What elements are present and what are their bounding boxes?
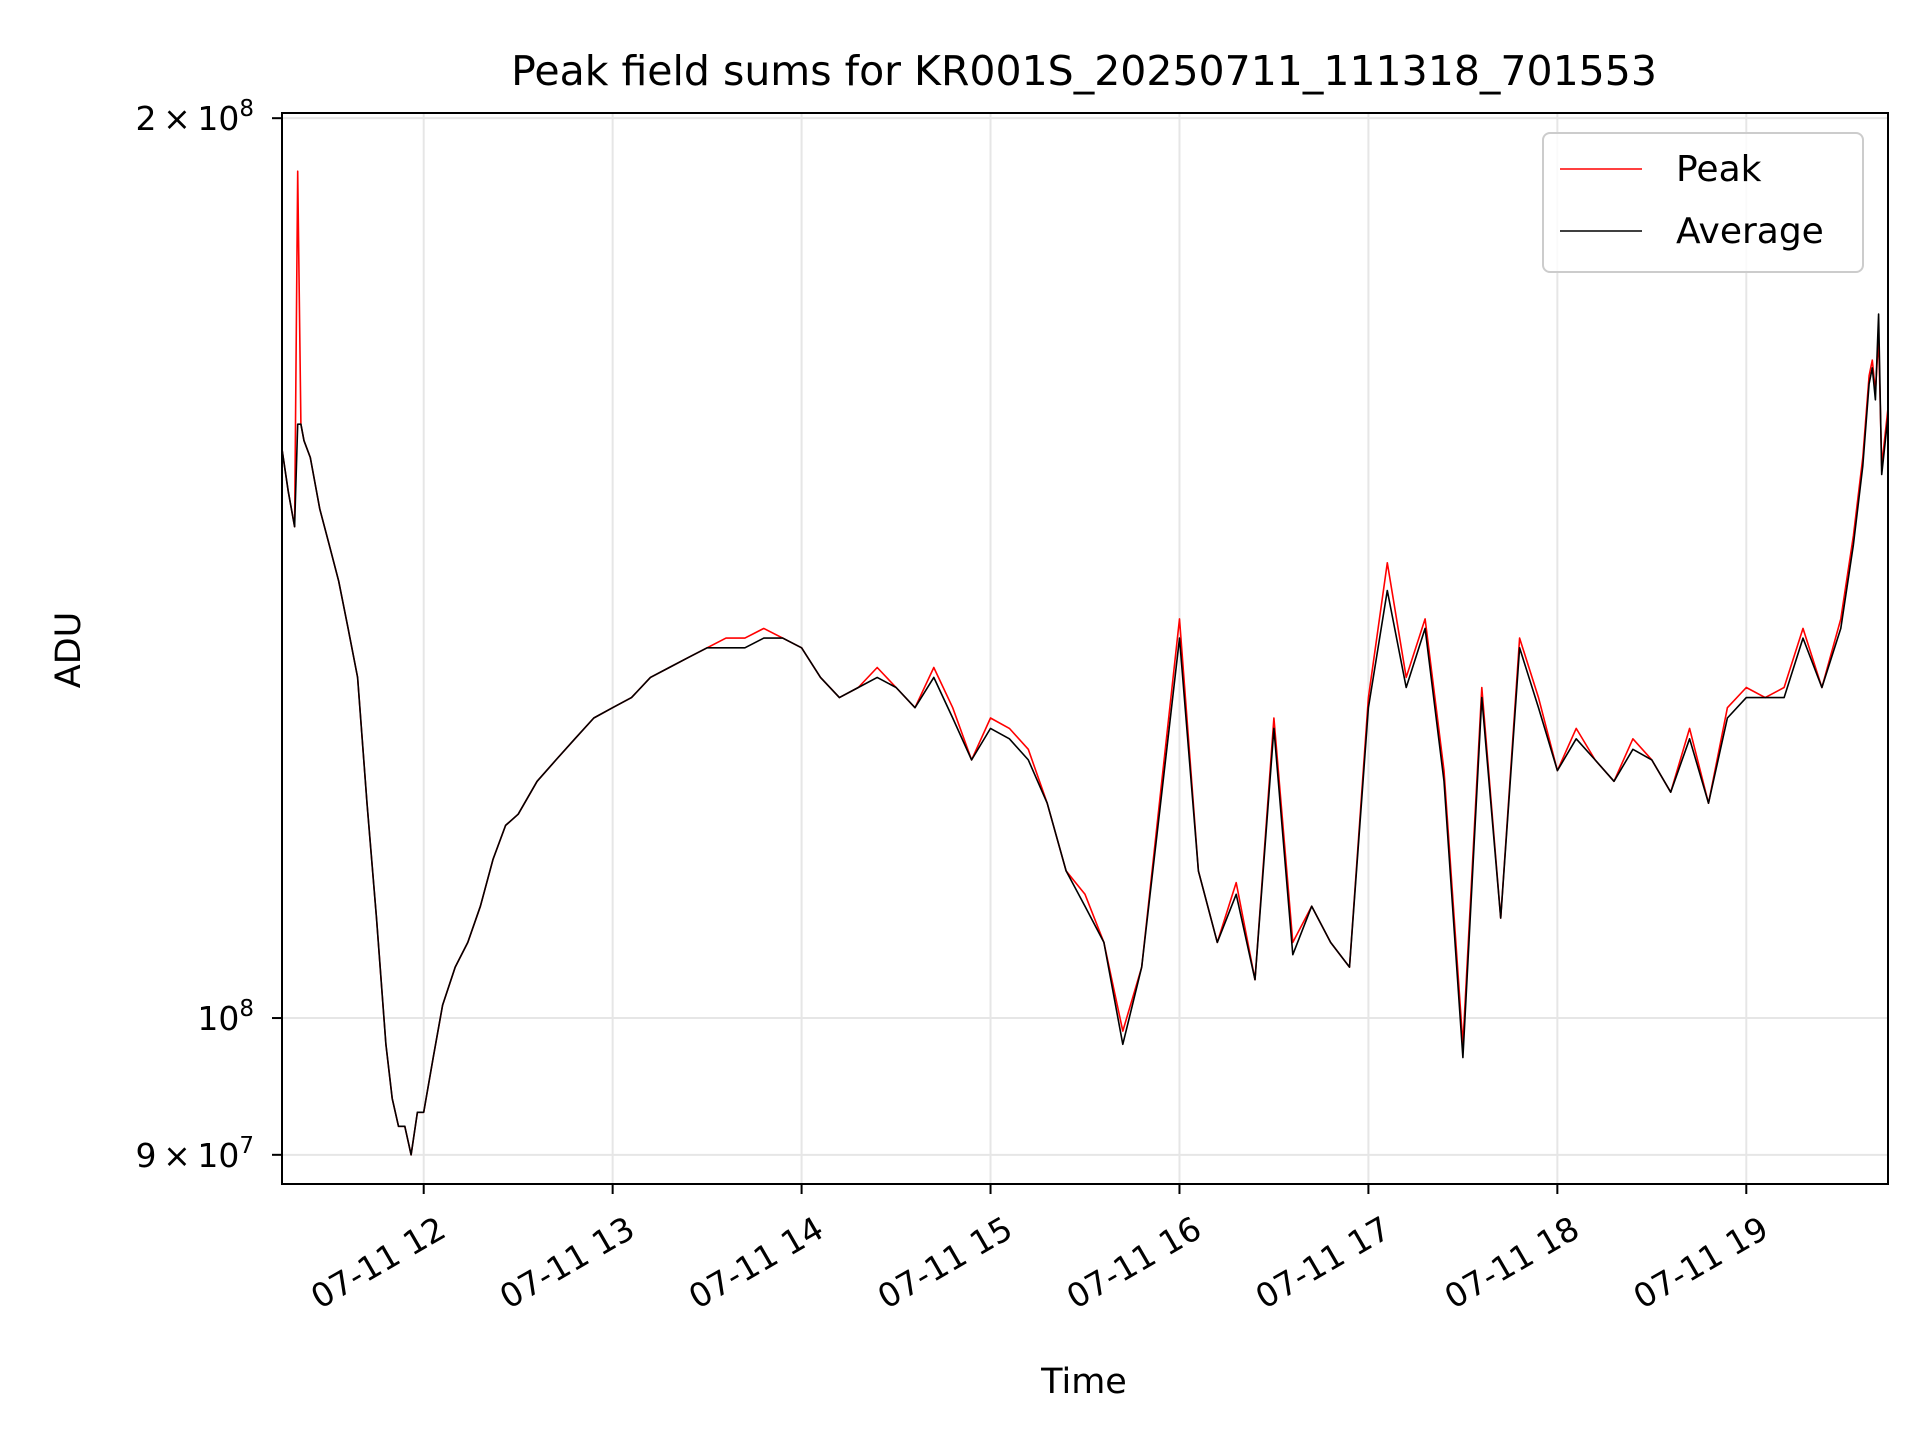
legend-average-label: Average (1676, 211, 1824, 252)
y-tick-exponent: 7 (239, 1133, 254, 1159)
legend: Peak Average (1542, 132, 1864, 273)
y-tick-base: 10 (197, 999, 239, 1038)
y-tick-base: 9 × 10 (136, 1136, 240, 1175)
y-tick-label: 9 × 107 (136, 1133, 254, 1175)
y-tick-exponent: 8 (239, 96, 254, 122)
y-tick-label: 108 (197, 996, 254, 1038)
x-axis-title: Time (1040, 1362, 1127, 1402)
plot-series (281, 170, 1889, 1156)
legend-box (1542, 132, 1864, 273)
plot-frame (281, 112, 1889, 1185)
y-tick-label: 2 × 108 (136, 96, 254, 138)
y-axis-title: ADU (49, 612, 89, 689)
y-tick-exponent: 8 (239, 996, 254, 1022)
chart-title: Peak field sums for KR001S_20250711_1113… (511, 47, 1657, 95)
y-tick-base: 2 × 10 (136, 99, 240, 138)
average-series-line (281, 313, 1889, 1156)
legend-peak-label: Peak (1676, 149, 1762, 190)
